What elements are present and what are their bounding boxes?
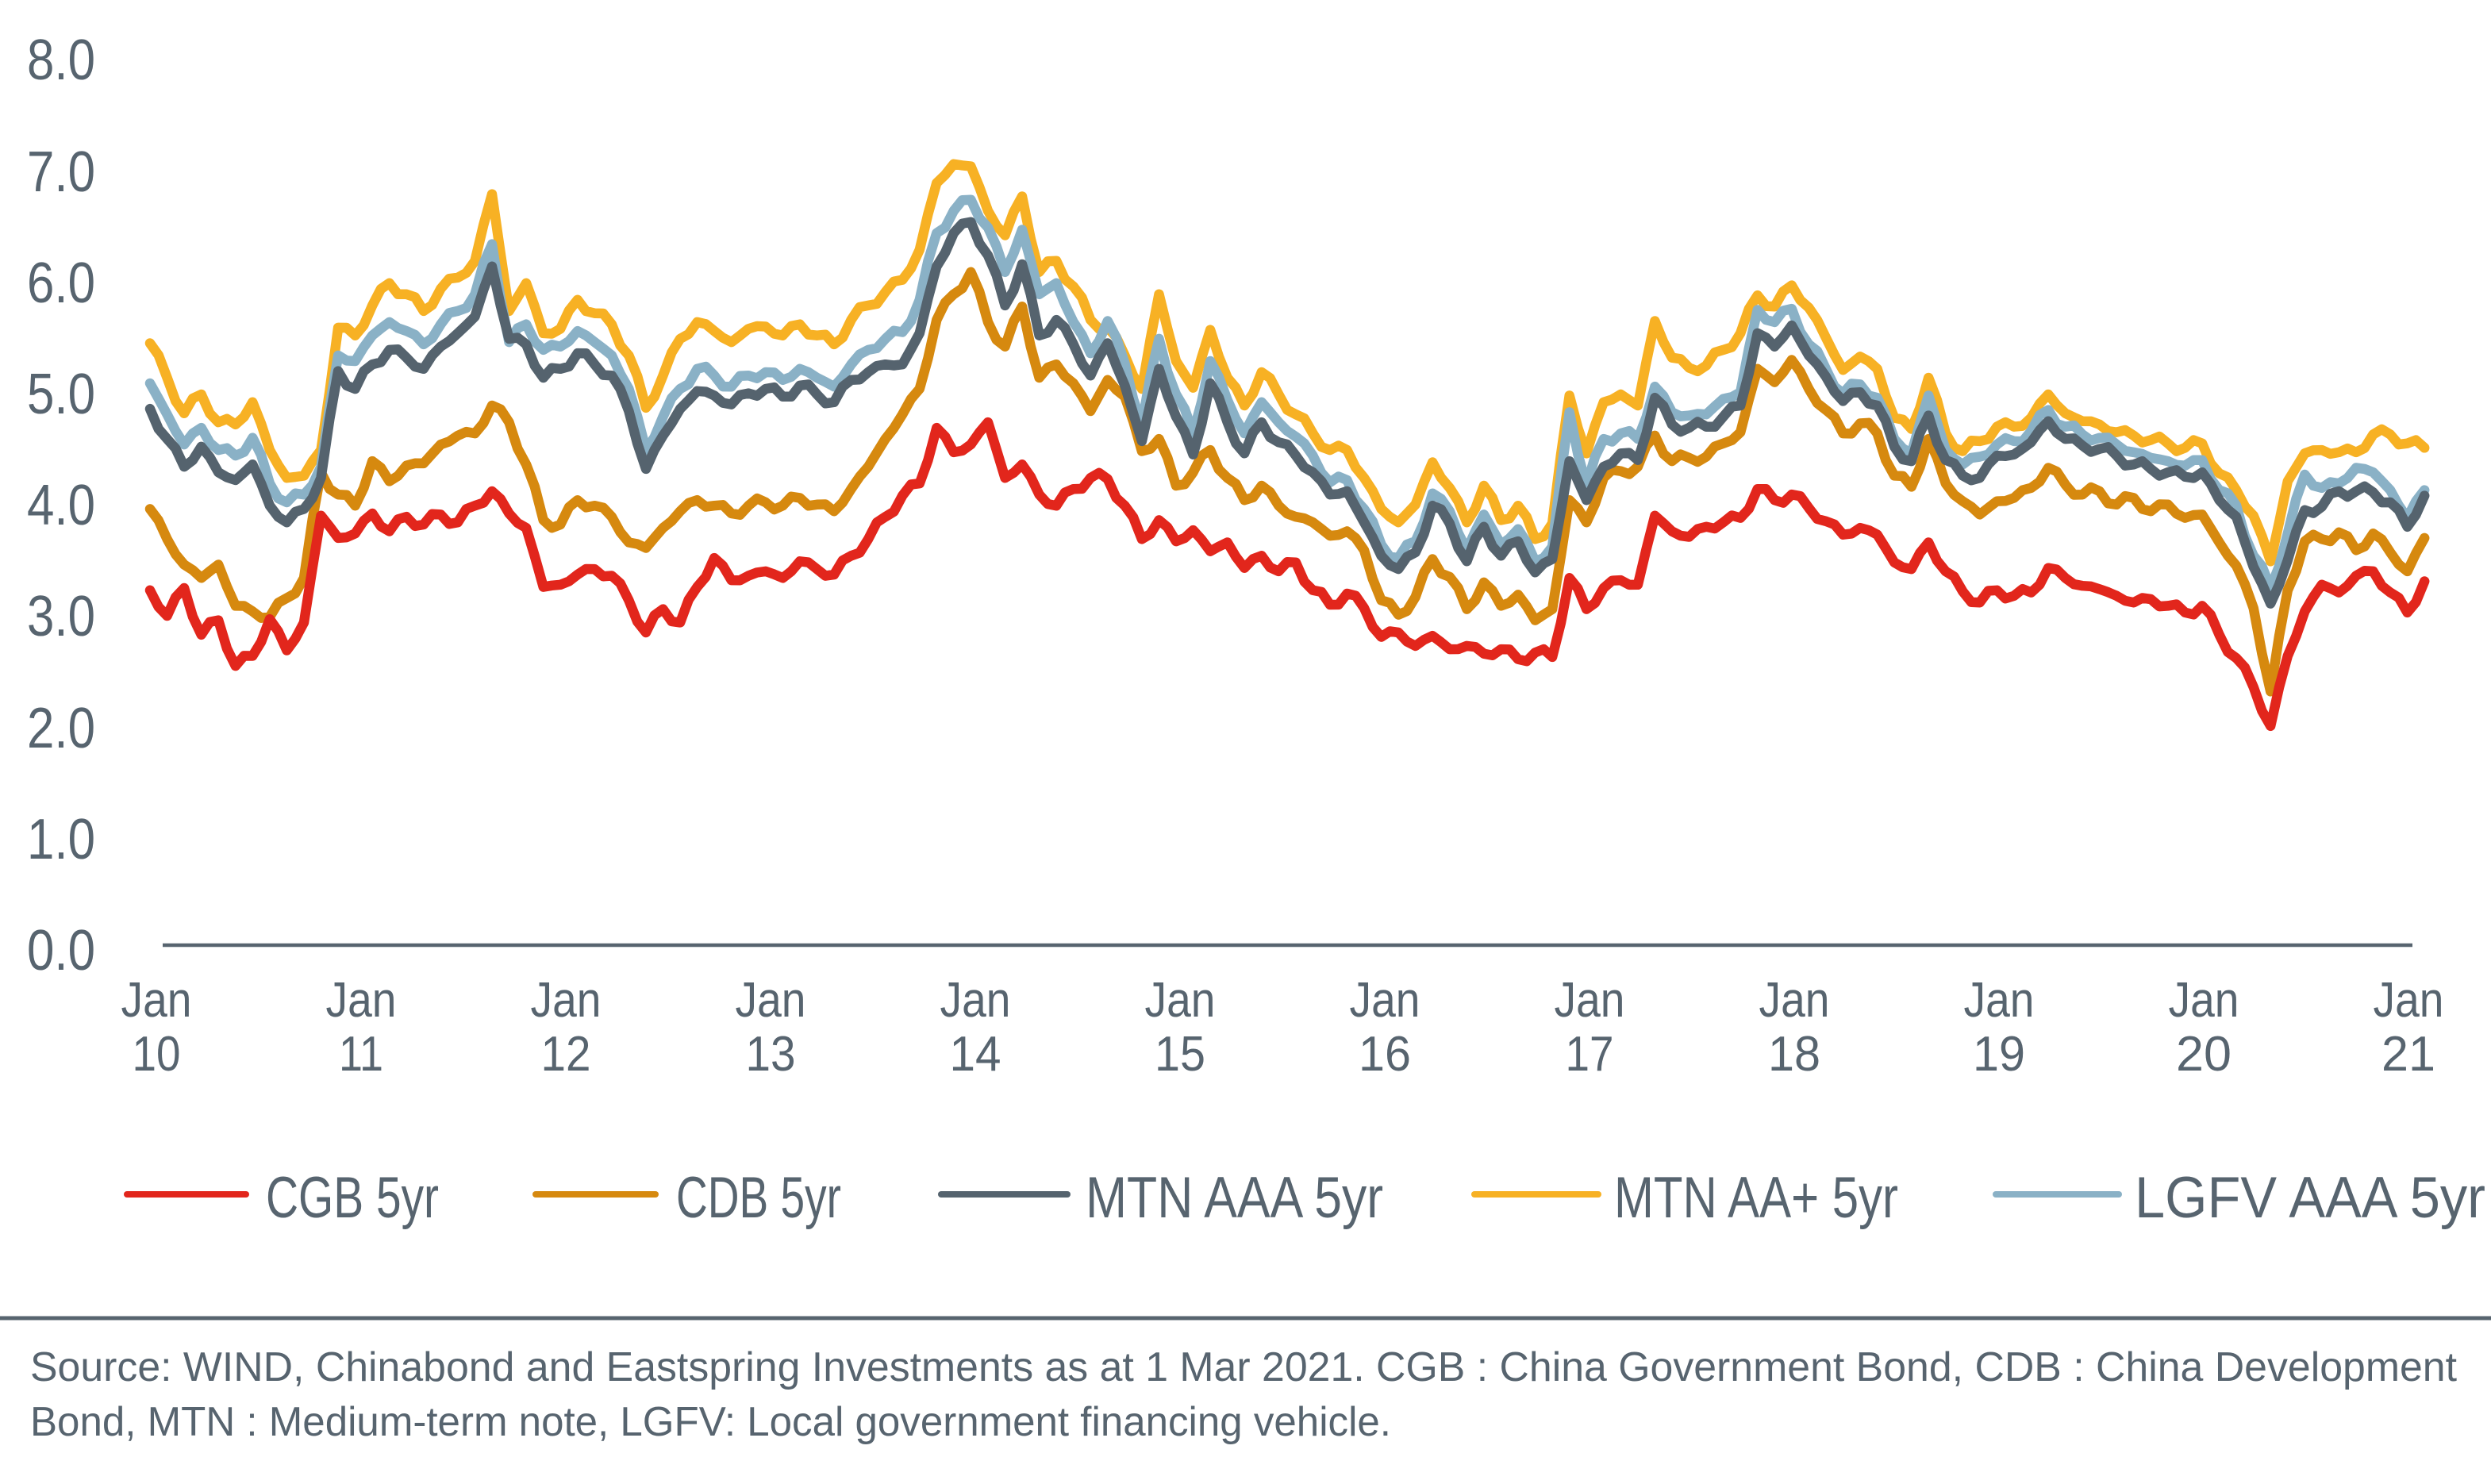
svg-text:16: 16 <box>1359 1027 1411 1082</box>
svg-text:19: 19 <box>1973 1027 2025 1082</box>
svg-text:15: 15 <box>1155 1027 1205 1082</box>
svg-text:13: 13 <box>746 1027 796 1082</box>
svg-text:11: 11 <box>339 1027 383 1082</box>
svg-text:20: 20 <box>2176 1027 2232 1082</box>
svg-text:Jan: Jan <box>326 973 397 1028</box>
svg-text:12: 12 <box>541 1027 591 1082</box>
svg-text:Jan: Jan <box>531 973 602 1028</box>
svg-text:Source: WIND, Chinabond and Ea: Source: WIND, Chinabond and Eastspring I… <box>30 1344 2458 1390</box>
svg-text:MTN AA+ 5yr: MTN AA+ 5yr <box>1614 1166 1898 1230</box>
svg-text:LGFV AAA 5yr: LGFV AAA 5yr <box>2135 1166 2485 1230</box>
svg-text:Jan: Jan <box>940 973 1011 1028</box>
svg-text:17: 17 <box>1566 1027 1614 1082</box>
svg-text:8.0: 8.0 <box>27 29 95 92</box>
svg-text:1.0: 1.0 <box>27 808 95 871</box>
svg-text:Jan: Jan <box>121 973 192 1028</box>
svg-text:4.0: 4.0 <box>27 474 95 537</box>
svg-text:0.0: 0.0 <box>27 919 95 982</box>
svg-text:Jan: Jan <box>2374 973 2444 1028</box>
svg-text:MTN AAA 5yr: MTN AAA 5yr <box>1086 1166 1383 1230</box>
svg-text:2.0: 2.0 <box>27 697 95 760</box>
svg-text:7.0: 7.0 <box>27 140 95 204</box>
svg-text:Bond, MTN : Medium-term note,: Bond, MTN : Medium-term note, LGFV: Loca… <box>30 1399 1391 1445</box>
svg-text:Jan: Jan <box>736 973 806 1028</box>
svg-text:Jan: Jan <box>2169 973 2239 1028</box>
svg-text:21: 21 <box>2381 1027 2435 1082</box>
svg-text:Jan: Jan <box>1555 973 1625 1028</box>
svg-text:6.0: 6.0 <box>27 252 95 315</box>
svg-text:Jan: Jan <box>1350 973 1420 1028</box>
svg-text:5.0: 5.0 <box>27 363 95 426</box>
svg-text:18: 18 <box>1768 1027 1820 1082</box>
svg-text:Jan: Jan <box>1964 973 2035 1028</box>
svg-text:CGB 5yr: CGB 5yr <box>266 1166 439 1230</box>
svg-text:10: 10 <box>133 1027 181 1082</box>
svg-text:Jan: Jan <box>1759 973 1830 1028</box>
svg-text:14: 14 <box>950 1027 1001 1082</box>
svg-text:Jan: Jan <box>1145 973 1216 1028</box>
svg-text:CDB 5yr: CDB 5yr <box>676 1166 841 1230</box>
svg-text:3.0: 3.0 <box>27 585 95 648</box>
